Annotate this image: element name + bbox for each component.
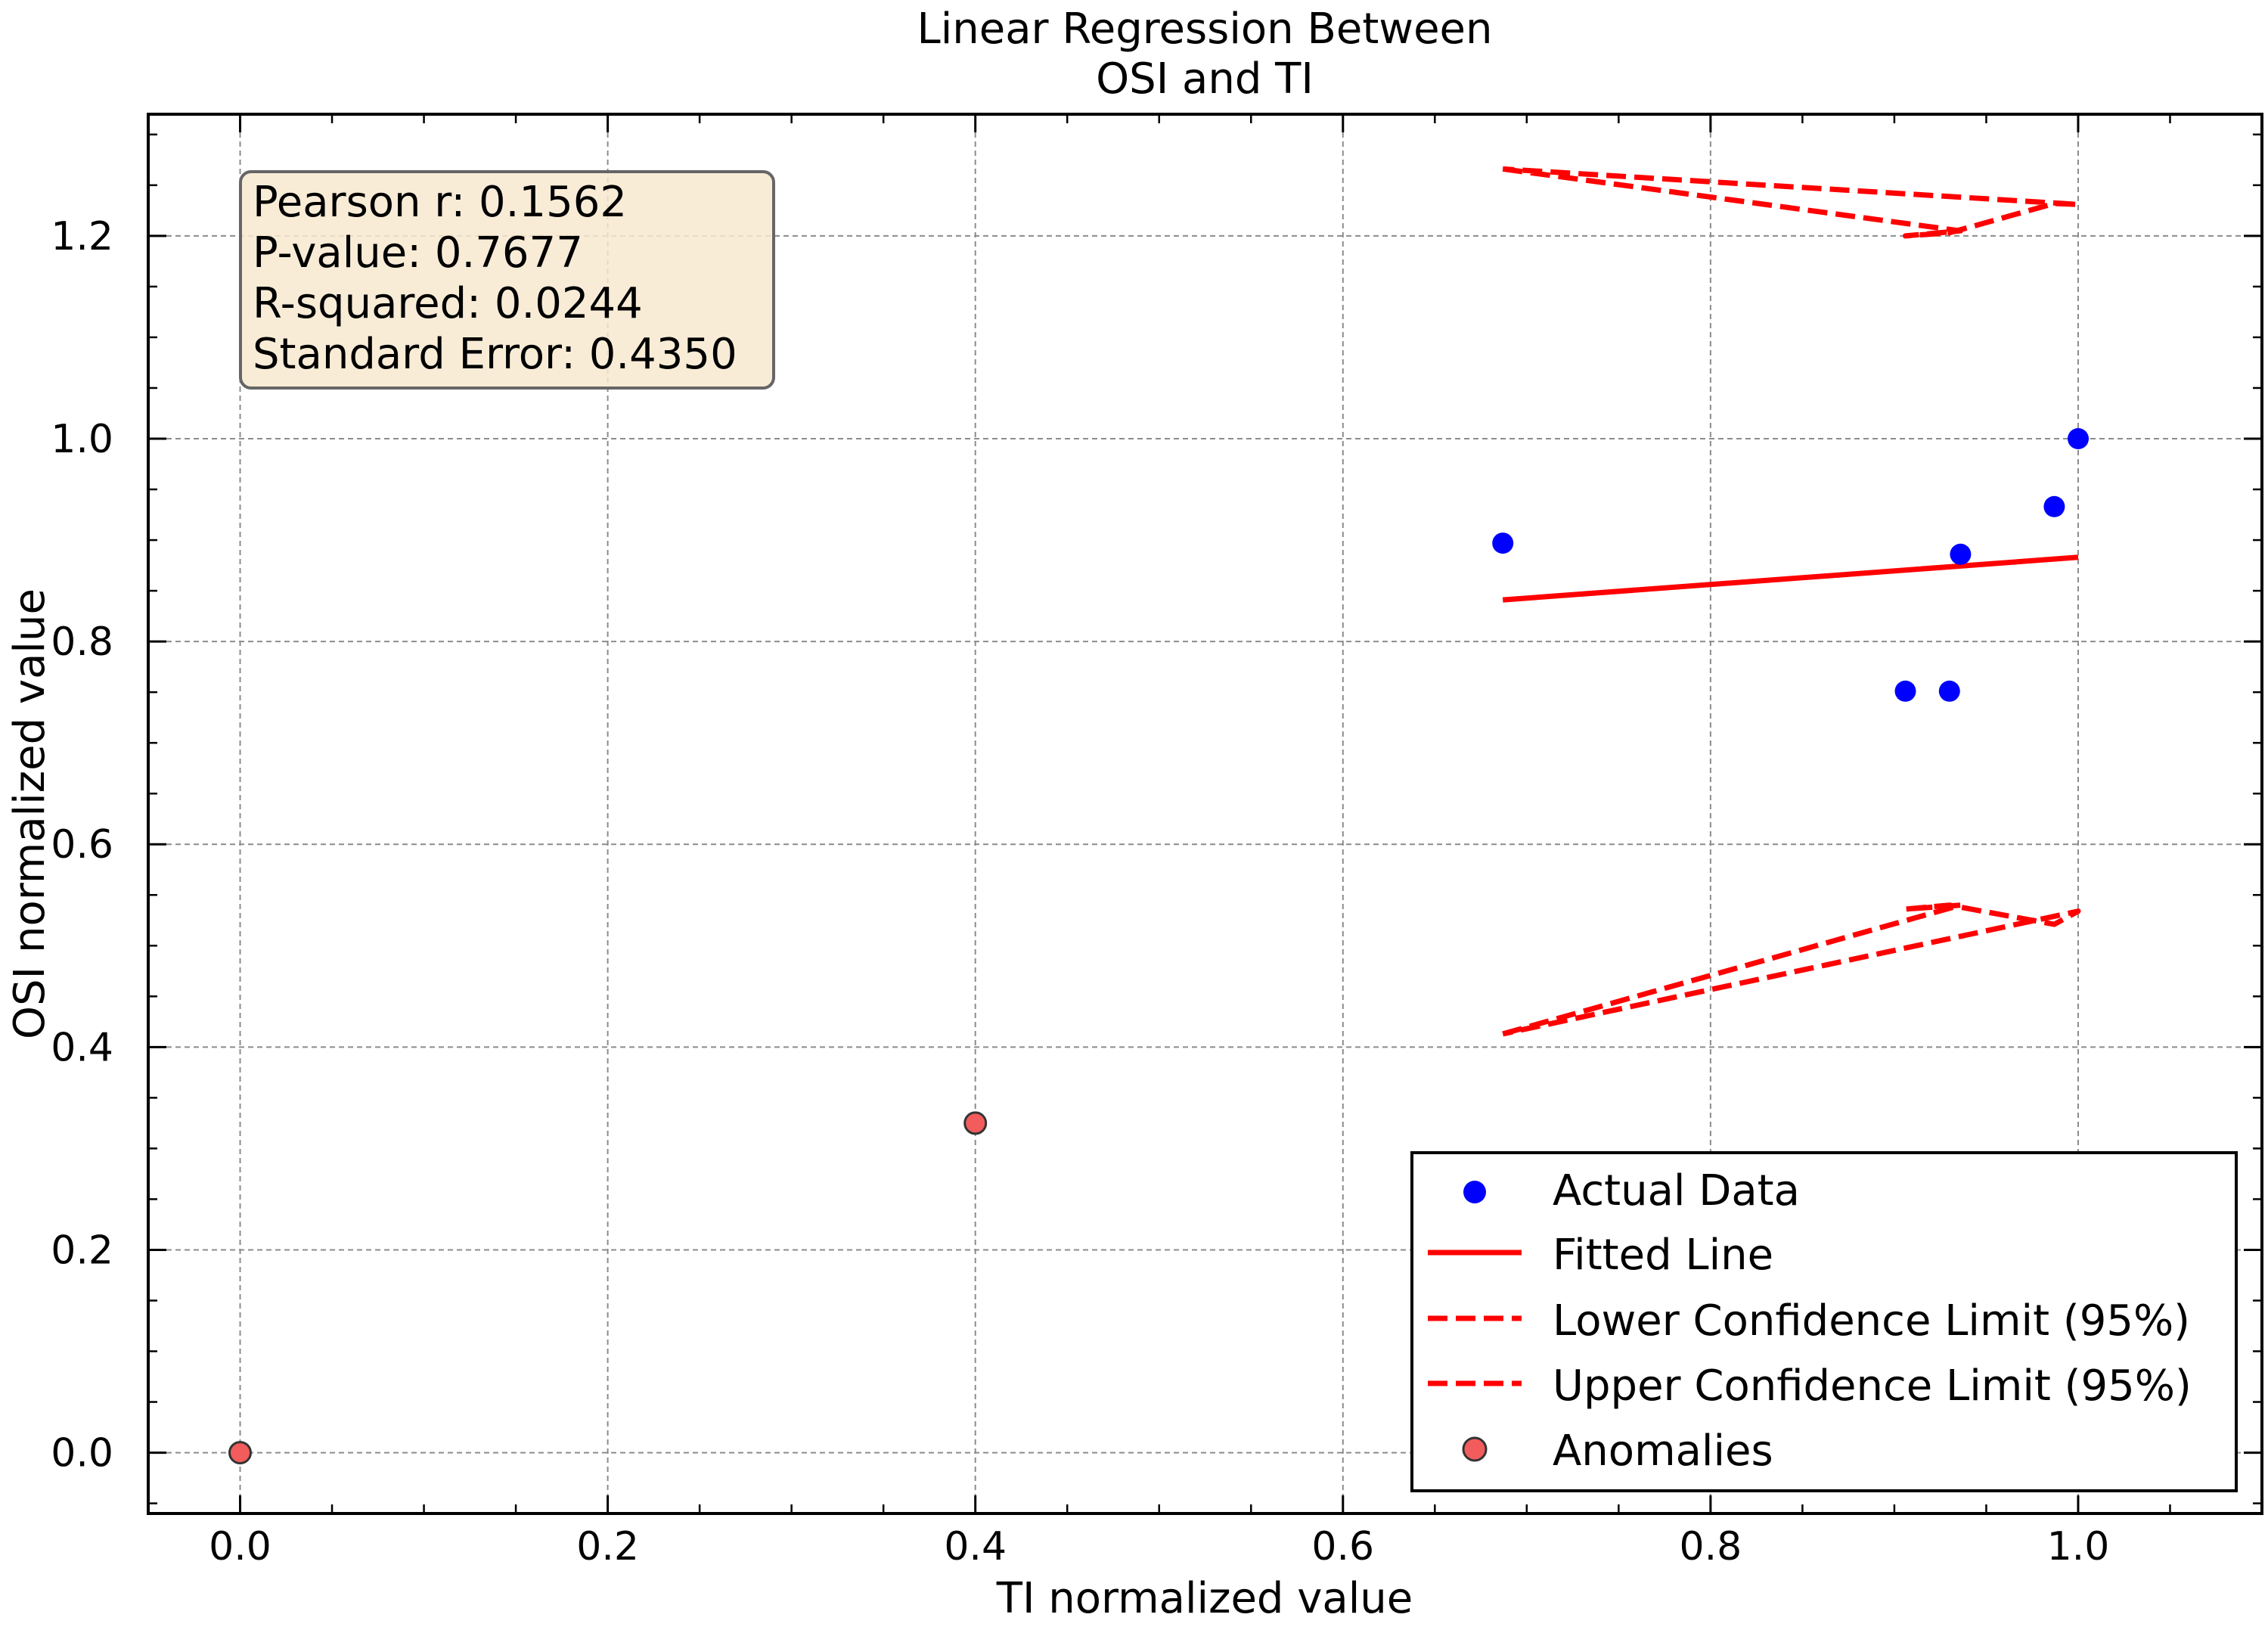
y-tick-label: 1.2 — [51, 214, 113, 259]
y-tick-labels: 0.0 0.2 0.4 0.6 0.8 1.0 1.2 — [51, 214, 113, 1476]
plot-frame — [147, 113, 2263, 1515]
y-tick-label: 0.2 — [51, 1228, 113, 1273]
point-actual-data — [2043, 495, 2065, 517]
y-tick-label: 0.0 — [51, 1431, 113, 1476]
plot-series — [228, 166, 2089, 1465]
stats-pearson-r: Pearson r: 0.1562 — [253, 178, 627, 227]
legend-marker-actual-data — [1463, 1181, 1486, 1203]
point-actual-data — [1950, 543, 1972, 565]
x-tick-label: 0.4 — [944, 1524, 1007, 1569]
point-actual-data — [1492, 532, 1514, 554]
x-tick-label: 0.0 — [209, 1524, 271, 1569]
point-anomalies — [228, 1441, 252, 1465]
y-tick-label: 0.6 — [51, 822, 113, 868]
legend-marker-anomalies — [1462, 1436, 1488, 1462]
series-upper-confidence-limit-95 — [1502, 166, 2081, 239]
x-tick-label: 1.0 — [2047, 1524, 2110, 1569]
series-lower-confidence-limit-95 — [1502, 902, 2081, 1037]
series-fitted-line — [1502, 554, 2079, 603]
legend-label-fitted-line: Fitted Line — [1553, 1231, 1773, 1280]
stats-box-background — [239, 170, 775, 390]
x-axis-label: TI normalized value — [996, 1574, 1413, 1623]
stats-box: Pearson r: 0.1562 P-value: 0.7677 R-squa… — [239, 170, 775, 390]
point-actual-data — [1894, 680, 1916, 702]
x-tick-labels: 0.0 0.2 0.4 0.6 0.8 1.0 — [209, 1524, 2109, 1569]
y-axis-label: OSI normalized value — [5, 588, 54, 1039]
x-tick-label: 0.8 — [1680, 1524, 1742, 1569]
stats-r-squared: R-squared: 0.0244 — [253, 279, 643, 328]
point-actual-data — [1938, 680, 1960, 702]
y-tick-label: 1.0 — [51, 417, 113, 462]
y-tick-label: 0.4 — [51, 1025, 113, 1070]
legend-label-upper-confidence: Upper Confidence Limit (95%) — [1553, 1361, 2192, 1411]
legend-label-anomalies: Anomalies — [1553, 1427, 1773, 1476]
x-tick-label: 0.6 — [1311, 1524, 1374, 1569]
chart-title-line-2: OSI and TI — [1096, 54, 1314, 104]
legend: Actual Data Fitted Line Lower Confidence… — [1410, 1151, 2238, 1492]
legend-frame — [1410, 1151, 2238, 1492]
chart-title-line-1: Linear Regression Between — [917, 5, 1493, 54]
y-tick-label: 0.8 — [51, 619, 113, 665]
stats-p-value: P-value: 0.7677 — [253, 228, 583, 278]
legend-label-lower-confidence: Lower Confidence Limit (95%) — [1553, 1296, 2190, 1346]
legend-label-actual-data: Actual Data — [1553, 1166, 1800, 1215]
point-actual-data — [2068, 428, 2089, 449]
stats-standard-error: Standard Error: 0.4350 — [253, 330, 737, 379]
x-tick-label: 0.2 — [576, 1524, 639, 1569]
point-anomalies — [963, 1111, 988, 1135]
